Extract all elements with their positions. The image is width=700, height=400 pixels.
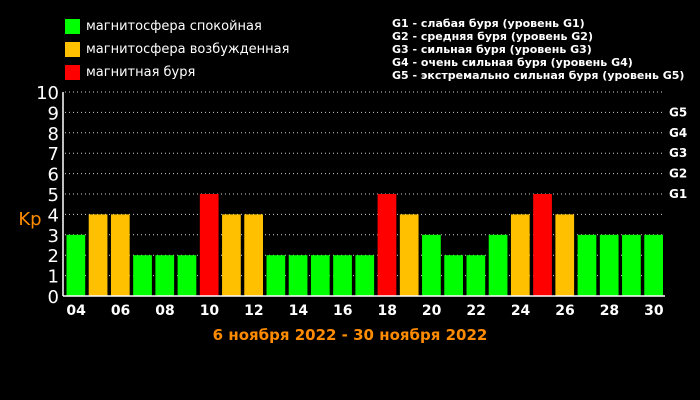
x-tick-label: 16 (333, 303, 352, 319)
bar-06 (110, 214, 130, 296)
g-level-label: G4 (669, 126, 687, 140)
y-tick-label: 9 (48, 103, 59, 124)
y-axis-label: Kp (18, 209, 41, 230)
y-tick-label: 10 (36, 83, 59, 104)
y-tick-label: 8 (48, 124, 59, 145)
storm-level-g4: G4 - очень сильная буря (уровень G4) (392, 56, 633, 69)
x-tick-label: 04 (66, 303, 86, 319)
legend-swatch-active (65, 42, 80, 57)
x-tick-label: 24 (511, 303, 531, 319)
bar-14 (288, 255, 308, 296)
storm-level-legend: G1 - слабая буря (уровень G1) G2 - средн… (392, 17, 684, 82)
bar-26 (555, 214, 575, 296)
x-tick-label: 14 (289, 303, 309, 319)
x-tick-label: 08 (155, 303, 174, 319)
g-level-labels: G1 G2 G3 G4 G5 (669, 105, 687, 201)
chart-bars (66, 194, 663, 296)
y-tick-label: 7 (48, 144, 59, 165)
x-tick-label: 20 (422, 303, 442, 319)
bar-18 (377, 194, 397, 296)
x-tick-label: 12 (244, 303, 263, 319)
y-tick-label: 1 (48, 267, 59, 288)
storm-level-g2: G2 - средняя буря (уровень G2) (392, 30, 593, 43)
bar-10 (199, 194, 219, 296)
bar-16 (333, 255, 352, 296)
bar-20 (422, 234, 441, 296)
x-tick-label: 30 (644, 303, 664, 319)
chart-grid (65, 91, 665, 277)
bar-23 (488, 234, 508, 296)
bar-11 (222, 214, 241, 296)
chart-axes (62, 92, 665, 297)
g-level-label: G1 (669, 187, 687, 201)
legend-item-quiet: магнитосфера спокойная (65, 16, 289, 37)
bar-04 (66, 234, 86, 296)
bar-19 (399, 214, 419, 296)
bar-13 (266, 255, 286, 296)
legend-item-active: магнитосфера возбужденная (65, 39, 289, 60)
bar-22 (466, 255, 486, 296)
g-level-label: G3 (669, 146, 687, 160)
x-tick-label: 26 (555, 303, 574, 319)
storm-level-g3: G3 - сильная буря (уровень G3) (392, 43, 592, 56)
bar-21 (444, 255, 463, 296)
storm-level-g5: G5 - экстремально сильная буря (уровень … (392, 69, 685, 82)
bar-07 (133, 255, 152, 296)
y-tick-label: 4 (48, 205, 59, 226)
x-tick-label: 10 (200, 303, 220, 319)
x-tick-label: 22 (466, 303, 485, 319)
legend-label-quiet: магнитосфера спокойная (86, 19, 262, 34)
bar-09 (177, 255, 197, 296)
bar-24 (510, 214, 530, 296)
x-tick-label: 18 (377, 303, 396, 319)
bar-28 (599, 234, 619, 296)
bar-15 (310, 255, 330, 296)
bar-27 (577, 234, 597, 296)
legend-swatch-storm (65, 65, 80, 80)
y-tick-label: 2 (48, 246, 59, 267)
legend-swatch-quiet (65, 19, 80, 34)
bar-05 (88, 214, 108, 296)
bar-17 (355, 255, 375, 296)
bar-25 (533, 194, 552, 296)
legend-item-storm: магнитная буря (65, 62, 289, 83)
legend-label-active: магнитосфера возбужденная (86, 42, 290, 57)
x-tick-label: 06 (111, 303, 130, 319)
storm-level-g1: G1 - слабая буря (уровень G1) (392, 17, 585, 30)
legend-label-storm: магнитная буря (86, 65, 196, 80)
chart-legend: магнитосфера спокойная магнитосфера возб… (65, 16, 289, 85)
bar-12 (244, 214, 263, 296)
y-tick-label: 0 (48, 287, 59, 308)
bar-30 (644, 234, 663, 296)
x-tick-label: 28 (600, 303, 619, 319)
bar-08 (155, 255, 175, 296)
y-tick-label: 3 (48, 226, 59, 247)
x-tick-labels: 04 06 08 10 12 14 16 18 20 22 24 26 28 30 (66, 303, 664, 319)
y-tick-label: 5 (48, 185, 59, 206)
g-level-label: G5 (669, 105, 687, 119)
bar-29 (622, 234, 641, 296)
g-level-label: G2 (669, 167, 687, 181)
y-tick-label: 6 (48, 165, 59, 186)
date-range-label: 6 ноября 2022 - 30 ноября 2022 (213, 326, 488, 344)
